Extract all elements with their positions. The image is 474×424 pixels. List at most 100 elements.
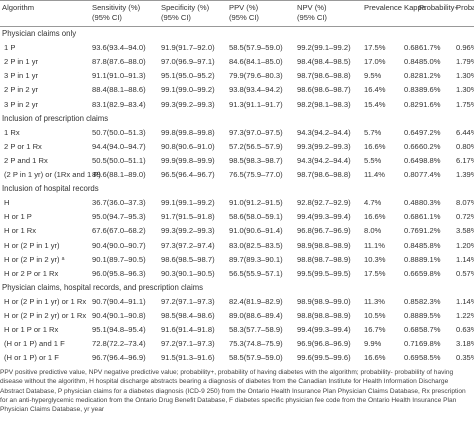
row-label: H or (2 P in 2 yr) ᵃ [4, 254, 65, 264]
cell: 0.88 [404, 254, 419, 264]
cell: 0.68 [404, 325, 419, 335]
section-title: Physician claims only [2, 29, 77, 38]
cell: 4.7% [364, 198, 382, 208]
cell: 8.07% [456, 198, 474, 208]
cell: 99.3(99.2–99.3) [161, 99, 215, 109]
cell: 0.76 [404, 226, 419, 236]
cell: 90.8(90.6–91.0) [161, 141, 215, 151]
cell: 69.8% [419, 339, 441, 349]
cell: 99.2(99.1–99.2) [297, 43, 351, 53]
column-header: Prevalence [364, 3, 402, 12]
column-header: (95% CI) [229, 13, 259, 22]
section-title: Physician claims, hospital records, and … [2, 282, 204, 292]
cell: 98.8(98.8–98.9) [297, 311, 351, 320]
cell: 90.4(90.0–90.7) [92, 240, 146, 250]
cell: 0.63% [456, 325, 474, 335]
cell: 58.5(57.9–59.0) [229, 43, 283, 53]
column-header: (95% CI) [92, 13, 122, 22]
cell: 93.8(93.4–94.2) [229, 85, 283, 95]
cell: 82.4(81.9–82.9) [229, 296, 283, 306]
cell: 97.3(97.0–97.5) [229, 127, 283, 137]
footnote: PPV positive predictive value, NPV negat… [0, 369, 466, 414]
cell: 91.1(91.0–91.3) [92, 71, 146, 81]
row-label: H or 2 P or 1 Rx [4, 268, 59, 278]
cell: 0.82 [404, 99, 419, 109]
cell: 11.1% [364, 240, 385, 250]
row-label: H or 1 P or 1 Rx [4, 325, 59, 335]
cell: 83.1(82.9–83.4) [92, 99, 146, 109]
cell: 16.6% [364, 353, 386, 363]
cell: 95.1(95.0–95.2) [161, 71, 215, 81]
cell: 9.5% [364, 71, 382, 81]
column-header: (95% CI) [161, 13, 191, 22]
cell: 0.84 [404, 240, 419, 250]
cell: 5.7% [364, 127, 382, 137]
row-label: 1 Rx [4, 127, 20, 137]
row-label: H [4, 198, 10, 208]
cell: 1.75% [456, 99, 474, 109]
cell: 89.6% [419, 85, 441, 95]
cell: 82.3% [419, 296, 441, 306]
cell: 96.5(96.4–96.7) [161, 170, 215, 179]
row-label: H or (2 P in 2 yr) or 1 Rx [4, 311, 87, 320]
cell: 91.0(90.6–91.4) [229, 226, 283, 236]
cell: 89.1% [419, 254, 441, 264]
cell: 98.2(98.1–98.3) [297, 99, 351, 109]
cell: 94.3(94.2–94.4) [297, 155, 351, 165]
cell: 10.3% [364, 254, 386, 264]
cell: 98.5(98.3–98.7) [229, 155, 283, 165]
cell: 58.3(57.7–58.9) [229, 325, 283, 335]
cell: 98.7(98.6–98.8) [297, 170, 351, 179]
row-label: (H or 1 P) or 1 F [4, 353, 59, 363]
cell: 36.7(36.0–37.3) [92, 198, 146, 208]
section-title: Inclusion of hospital records [2, 184, 99, 194]
cell: 96.8(96.7–96.9) [297, 226, 351, 236]
cell: 3.58% [456, 226, 474, 236]
cell: 81.2% [419, 71, 441, 81]
cell: 97.2% [419, 127, 441, 137]
row-label: 1 P [4, 43, 16, 53]
cell: 85.0% [419, 57, 441, 67]
cell: 1.39% [456, 170, 474, 179]
row-label: H or (2 P in 1 yr) or 1 Rx [4, 296, 87, 306]
cell: 98.4(98.4–98.5) [297, 57, 351, 67]
cell: 97.2(97.1–97.3) [161, 296, 215, 306]
cell: 91.7(91.5–91.8) [161, 212, 215, 222]
row-label: 2 P or 1 Rx [4, 141, 42, 151]
cell: 1.14% [456, 254, 474, 264]
cell: 76.5(75.9–77.0) [229, 170, 283, 179]
row-label: H or 1 Rx [4, 226, 37, 236]
row-label: 3 P in 1 yr [4, 71, 39, 81]
cell: 79.9(79.6–80.3) [229, 71, 283, 81]
cell: 89.5% [419, 311, 441, 320]
row-label: (2 P in 1 yr) or (1Rx and 1 P) [4, 170, 101, 179]
cell: 0.71 [404, 339, 419, 349]
cell: 16.6% [364, 212, 386, 222]
cell: 0.64 [404, 155, 419, 165]
cell: 95.1(94.8–95.4) [92, 325, 146, 335]
cell: 98.5(98.4–98.6) [161, 311, 215, 320]
cell: 0.66 [404, 141, 419, 151]
top-rule [0, 0, 474, 1]
cell: 58.7% [419, 325, 441, 335]
column-header: Probability+ [419, 3, 459, 12]
cell: 91.0(91.2–91.5) [229, 198, 283, 208]
cell: 5.5% [364, 155, 382, 165]
cell: 17.5% [364, 43, 386, 53]
cell: 50.5(50.0–51.1) [92, 155, 146, 165]
cell: 99.1(99.0–99.2) [161, 85, 215, 95]
cell: 0.48 [404, 198, 419, 208]
cell: 98.7(98.6–98.8) [297, 71, 351, 81]
cell: 11.3% [364, 296, 385, 306]
cell: 83.0(82.5–83.5) [229, 240, 283, 250]
cell: 1.20% [456, 240, 474, 250]
cell: 17.5% [364, 268, 386, 278]
row-label: 3 P in 2 yr [4, 99, 39, 109]
cell: 17.0% [364, 57, 386, 67]
column-header: Kappa [404, 3, 426, 12]
cell: 50.7(50.0–51.3) [92, 127, 146, 137]
column-header: PPV (%) [229, 3, 259, 12]
cell: 61.7% [419, 43, 441, 53]
cell: 0.72% [456, 212, 474, 222]
